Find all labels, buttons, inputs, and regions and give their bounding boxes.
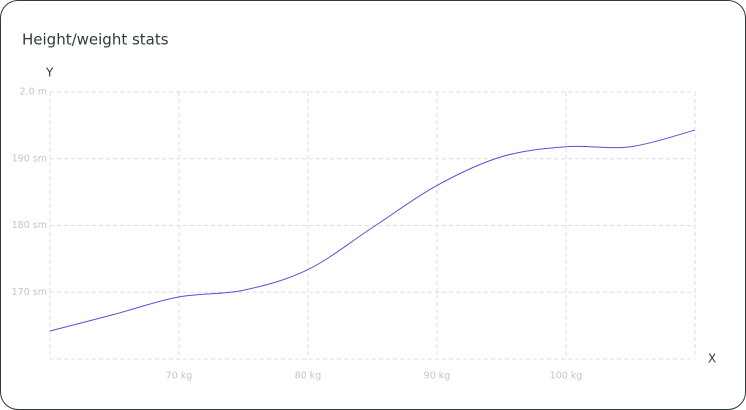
y-tick-label: 180 sm [12,220,47,231]
y-tick-label: 190 sm [12,153,47,164]
y-tick-label: 2.0 m [20,87,47,98]
x-tick-label: 90 kg [424,371,451,382]
chart-title: Height/weight stats [22,31,169,49]
y-axis-label: Y [45,66,54,80]
y-tick-label: 170 sm [12,287,47,298]
x-tick-label: 100 kg [550,371,583,382]
x-tick-label: 70 kg [166,371,193,382]
x-tick-label: 80 kg [295,371,322,382]
x-axis-label: X [708,352,716,366]
data-line [49,129,696,332]
